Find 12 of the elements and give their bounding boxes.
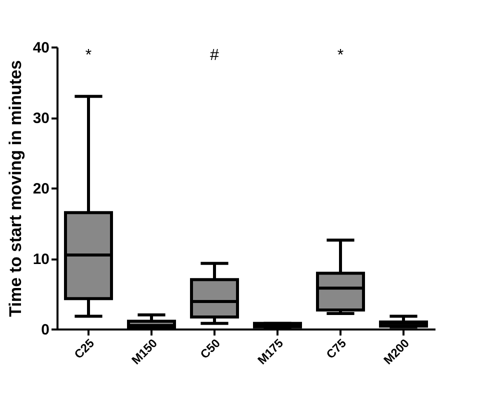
x-tick-label: C75 <box>324 336 350 362</box>
y-tick-label: 0 <box>41 322 50 338</box>
y-tick-label: 40 <box>32 40 50 56</box>
y-tick-label: 30 <box>32 110 50 127</box>
x-tick-label: C25 <box>72 336 98 362</box>
annotation: * <box>337 47 344 64</box>
x-tick-label: C50 <box>198 336 224 362</box>
y-tick-label: 20 <box>32 180 50 198</box>
annotation: # <box>210 47 220 64</box>
annotation: * <box>85 47 92 64</box>
y-tick-label: 10 <box>32 251 50 268</box>
y-axis-title: Time to start moving in minutes <box>6 60 25 317</box>
